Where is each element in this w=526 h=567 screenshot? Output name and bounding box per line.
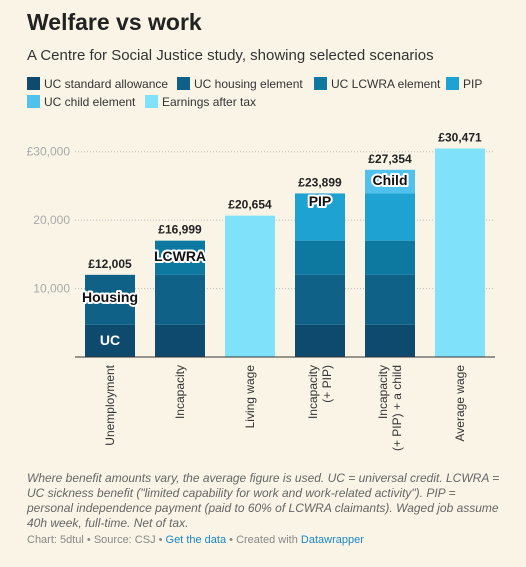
chart-subtitle: A Centre for Social Justice study, showi…: [27, 47, 434, 64]
bar-segment: [155, 240, 205, 275]
x-tick: Incapacity(+ PIP) + a child: [376, 365, 404, 451]
total-label: £16,999: [158, 223, 202, 237]
chart-title: Welfare vs work: [27, 9, 202, 35]
total-label: £20,654: [228, 198, 272, 212]
total-label: £12,005: [88, 257, 132, 271]
x-tick: Incapacity(+ PIP): [306, 365, 334, 419]
y-tick-label: 10,000: [33, 282, 70, 296]
legend-label: UC LCWRA element: [331, 77, 441, 91]
total-label: £30,471: [438, 130, 482, 144]
bar-segment: [365, 169, 415, 194]
annotation: Child: [373, 172, 408, 188]
legend-swatch: [27, 95, 40, 108]
legend-swatch: [177, 77, 190, 90]
legend-label: UC standard allowance: [44, 77, 168, 91]
x-tick-label: Unemployment: [103, 364, 117, 445]
legend-label: PIP: [463, 77, 482, 91]
bar-segment: [155, 274, 205, 325]
bar-segment: [435, 148, 485, 357]
legend-label: UC housing element: [194, 77, 303, 91]
x-tick: Incapacity: [173, 365, 187, 419]
bar-segment: [85, 274, 135, 325]
total-label: £23,899: [298, 175, 342, 189]
annotation: UC: [100, 332, 120, 348]
bar-segment: [155, 324, 205, 357]
bar-segment: [365, 240, 415, 275]
credits: Chart: 5dtul • Source: CSJ • Get the dat…: [27, 534, 364, 546]
bar-segment: [295, 274, 345, 325]
x-tick-label: Incapacity(+ PIP) + a child: [376, 365, 404, 451]
legend-swatch: [145, 95, 158, 108]
annotation: LCWRA: [154, 248, 206, 264]
legend-label: Earnings after tax: [162, 95, 256, 109]
annotation: PIP: [309, 193, 332, 209]
total-label: £27,354: [368, 152, 412, 166]
bar-segment: [225, 215, 275, 357]
bar-segment: [295, 324, 345, 357]
bar-segment: [365, 324, 415, 357]
x-tick: Unemployment: [103, 364, 117, 445]
legend-swatch: [314, 77, 327, 90]
x-tick-label: Average wage: [453, 365, 467, 442]
x-tick: Living wage: [243, 365, 257, 429]
bar-segment: [295, 240, 345, 275]
x-tick-label: Living wage: [243, 365, 257, 429]
x-tick: Average wage: [453, 365, 467, 442]
bar-segment: [295, 193, 345, 241]
x-tick-label: Incapacity(+ PIP): [306, 365, 334, 419]
bar-segment: [365, 193, 415, 241]
y-tick-label: £30,000: [27, 145, 71, 159]
bar-segment: [365, 274, 415, 325]
tool-link[interactable]: Datawrapper: [300, 534, 364, 546]
created-with: • Created with: [229, 534, 298, 546]
x-tick-label: Incapacity: [173, 365, 187, 419]
legend-swatch: [27, 77, 40, 90]
credit: Chart: 5dtul • Source: CSJ •: [27, 534, 163, 546]
data-link[interactable]: Get the data: [165, 534, 227, 546]
legend-label: UC child element: [44, 95, 136, 109]
y-tick-label: 20,000: [33, 213, 70, 227]
chart: Welfare vs work A Centre for Social Just…: [27, 9, 495, 451]
annotation: Housing: [82, 289, 138, 305]
legend-swatch: [446, 77, 459, 90]
bar-segment: [85, 324, 135, 357]
footnote: Where benefit amounts vary, the average …: [27, 471, 500, 530]
